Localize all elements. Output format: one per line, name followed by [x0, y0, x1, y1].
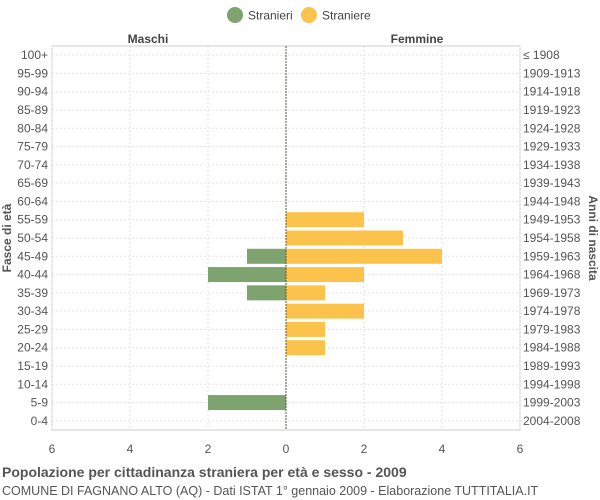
birth-year-label: 1989-1993 — [523, 359, 581, 373]
bar-straniere-35-39 — [286, 285, 325, 301]
bar-stranieri-40-44 — [208, 267, 286, 283]
age-label: 55-59 — [17, 213, 48, 227]
birth-year-label: 1924-1928 — [523, 121, 581, 135]
birth-year-label: 1994-1998 — [523, 377, 581, 391]
age-label: 15-19 — [17, 359, 48, 373]
y-axis-title-left: Fasce di età — [0, 203, 14, 272]
age-label: 65-69 — [17, 176, 48, 190]
age-label: 85-89 — [17, 103, 48, 117]
bar-stranieri-45-49 — [247, 248, 286, 264]
bar-straniere-45-49 — [286, 248, 442, 264]
birth-year-label: 1949-1953 — [523, 213, 581, 227]
bar-straniere-40-44 — [286, 267, 364, 283]
legend-label-straniere: Straniere — [322, 9, 371, 23]
legend-swatch-straniere — [301, 7, 317, 23]
age-label: 40-44 — [17, 268, 48, 282]
population-pyramid-chart: Stranieri Straniere Maschi Femmine 100+ 9… — [0, 7, 600, 456]
birth-year-label: 1959-1963 — [523, 249, 581, 263]
age-label: 90-94 — [17, 85, 48, 99]
legend-label-stranieri: Stranieri — [248, 9, 293, 23]
birth-year-label: 1934-1938 — [523, 158, 581, 172]
age-label: 95-99 — [17, 66, 48, 80]
birth-year-label: 1964-1968 — [523, 268, 581, 282]
birth-year-label: 1979-1983 — [523, 322, 581, 336]
chart-subtitle: COMUNE DI FAGNANO ALTO (AQ) - Dati ISTAT… — [2, 484, 539, 498]
bar-straniere-55-59 — [286, 212, 364, 228]
x-tick-label: 2 — [205, 442, 212, 456]
birth-year-labels: ≤ 1908 1909-1913 1914-1918 1919-1923 1924-19… — [523, 48, 581, 428]
bar-stranieri-5-9 — [208, 395, 286, 411]
chart-title: Popolazione per cittadinanza straniera p… — [2, 464, 407, 480]
bar-straniere-50-54 — [286, 230, 403, 246]
birth-year-label: 1939-1943 — [523, 176, 581, 190]
x-tick-label: 4 — [439, 442, 446, 456]
birth-year-label: 1999-2003 — [523, 396, 581, 410]
age-labels: 100+ 95-99 90-94 85-89 80-84 75-79 70-74 65-69 6… — [17, 48, 48, 428]
age-label: 25-29 — [17, 322, 48, 336]
birth-year-label: 1929-1933 — [523, 140, 581, 154]
birth-year-label: 1969-1973 — [523, 286, 581, 300]
birth-year-label: 1954-1958 — [523, 231, 581, 245]
y-axis-title-right: Anni di nascita — [586, 195, 600, 281]
age-label: 50-54 — [17, 231, 48, 245]
age-label: 35-39 — [17, 286, 48, 300]
legend: Stranieri Straniere — [227, 7, 371, 23]
birth-year-label: 1974-1978 — [523, 304, 581, 318]
birth-year-label: 1914-1918 — [523, 85, 581, 99]
age-label: 20-24 — [17, 341, 48, 355]
age-label: 60-64 — [17, 194, 48, 208]
age-label: 10-14 — [17, 377, 48, 391]
age-label: 5-9 — [31, 396, 49, 410]
birth-year-label: 2004-2008 — [523, 414, 581, 428]
age-label: 80-84 — [17, 121, 48, 135]
x-tick-label: 6 — [517, 442, 524, 456]
birth-year-label: 1909-1913 — [523, 66, 581, 80]
bar-straniere-20-24 — [286, 340, 325, 356]
bar-straniere-30-34 — [286, 303, 364, 319]
birth-year-label: 1944-1948 — [523, 194, 581, 208]
age-label: 45-49 — [17, 249, 48, 263]
left-header: Maschi — [128, 32, 169, 46]
age-label: 70-74 — [17, 158, 48, 172]
bar-stranieri-35-39 — [247, 285, 286, 301]
birth-year-label: 1919-1923 — [523, 103, 581, 117]
age-label: 100+ — [21, 48, 48, 62]
x-tick-label: 2 — [361, 442, 368, 456]
x-tick-label: 6 — [49, 442, 56, 456]
age-label: 0-4 — [31, 414, 49, 428]
bars — [208, 46, 442, 430]
legend-swatch-stranieri — [227, 7, 243, 23]
birth-year-label: 1984-1988 — [523, 341, 581, 355]
bar-straniere-25-29 — [286, 321, 325, 337]
right-header: Femmine — [391, 32, 444, 46]
age-label: 75-79 — [17, 140, 48, 154]
x-tick-label: 4 — [127, 442, 134, 456]
x-tick-label: 0 — [283, 442, 290, 456]
x-tick-labels: 6 4 2 0 2 4 6 — [49, 442, 524, 456]
age-label: 30-34 — [17, 304, 48, 318]
birth-year-label: ≤ 1908 — [523, 48, 560, 62]
